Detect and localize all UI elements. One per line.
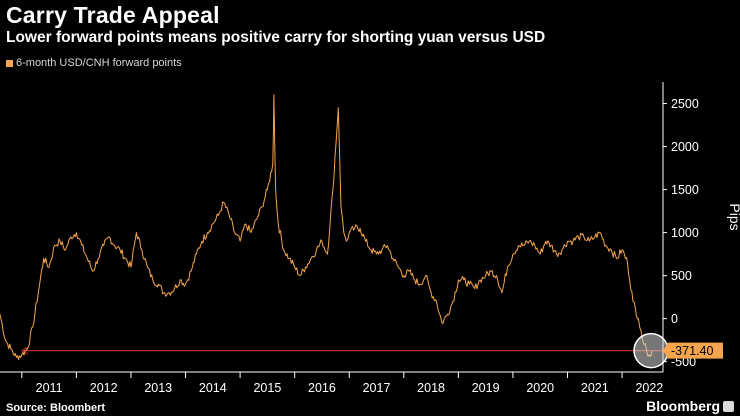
x-tick-label: 2019 [472,381,500,395]
x-tick-label: 2014 [199,381,227,395]
last-value-pointer [663,342,668,359]
x-tick-label: 2011 [36,381,63,395]
x-tick-label: 2017 [363,381,391,395]
annotation-group: -371.40 [633,332,723,369]
x-tick-label: 2013 [144,381,172,395]
x-tick-label: 2015 [253,381,281,395]
y-axis-title: Pips [727,203,740,230]
y-tick-label: 1000 [671,226,699,240]
x-tick-label: 2022 [635,381,663,395]
y-tick-label: 2500 [671,97,699,111]
legend: 6-month USD/CNH forward points [6,57,182,69]
last-value-badge [668,342,723,359]
series-group [0,94,653,361]
legend-label: 6-month USD/CNH forward points [16,57,182,69]
x-axis: 2011 2012 2013 2014 2015 2016 2017 2018 2019 2020… [21,372,663,395]
brand-logo: Bloomberg [646,398,720,414]
chart-subtitle: Lower forward points means positive carr… [6,29,546,46]
y-tick-label: 2000 [671,140,699,154]
x-tick-label: 2018 [417,381,445,395]
brand-badge-icon [723,401,734,412]
x-tick-label: 2012 [90,381,118,395]
legend-swatch [6,59,13,67]
y-tick-label: -500 [671,355,696,369]
last-value-label: -371.40 [671,344,713,358]
chart-title: Carry Trade Appeal [6,2,220,28]
y-tick-label: 500 [671,269,692,283]
highlight-circle [633,332,669,369]
x-tick-label: 2021 [581,381,609,395]
y-axis: -500 0 500 1000 1500 2000 2500 [663,97,699,369]
series-line [0,94,653,361]
x-tick-label: 2020 [526,381,554,395]
reference-line-group [21,346,663,355]
y-tick-label: 1500 [671,183,699,197]
source-note: Source: Bloombert [6,402,106,414]
y-tick-label: 0 [671,312,678,326]
x-tick-label: 2016 [308,381,336,395]
